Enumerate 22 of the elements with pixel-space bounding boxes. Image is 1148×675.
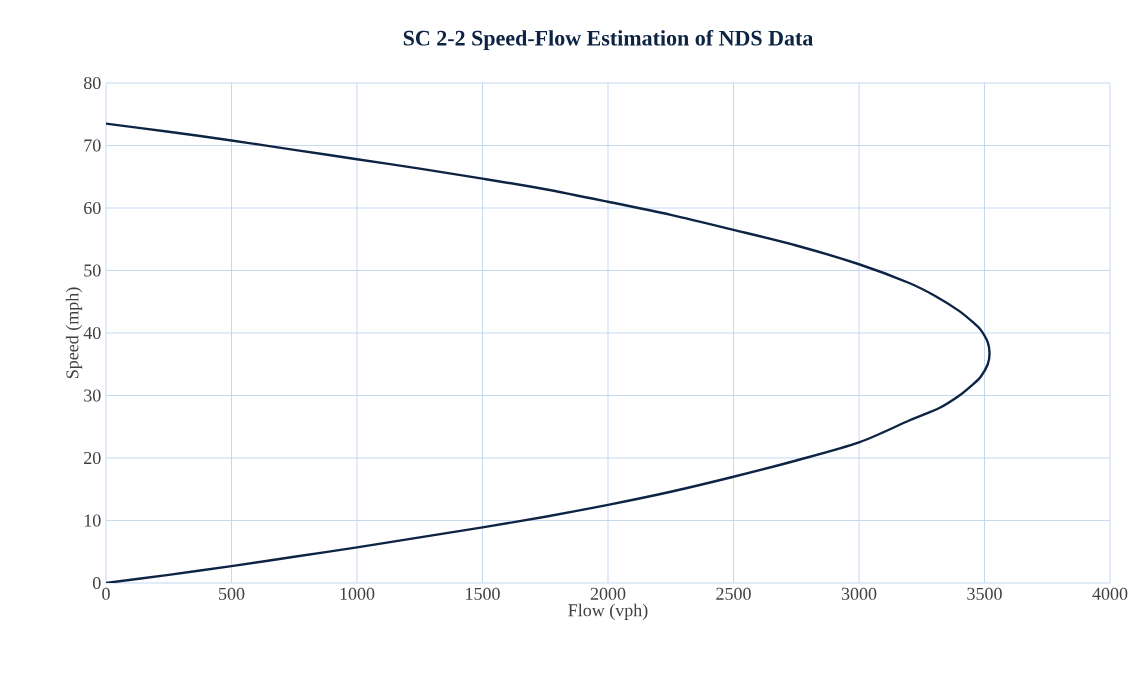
x-tick-label: 500 — [219, 587, 245, 600]
y-tick-label: 50 — [84, 264, 101, 277]
x-tick-label: 3000 — [841, 587, 877, 600]
x-tick-label: 3500 — [967, 587, 1002, 600]
y-tick-label: 0 — [92, 576, 101, 590]
y-tick-label: 10 — [84, 514, 101, 527]
x-tick-label: 2500 — [716, 587, 751, 600]
x-tick-label: 2000 — [590, 587, 626, 600]
line-series — [106, 122, 991, 583]
x-tick-label: 1000 — [340, 587, 375, 600]
y-tick-label: 40 — [83, 326, 101, 340]
x-tick-label: 0 — [102, 587, 110, 600]
x-tick-label: 4000 — [1092, 587, 1128, 600]
x-axis-title: Flow (vph) — [568, 603, 648, 620]
y-tick-label: 30 — [84, 389, 101, 402]
y-tick-label: 70 — [84, 139, 101, 152]
x-tick-label: 1500 — [466, 587, 500, 600]
y-tick-label: 20 — [84, 451, 101, 465]
chart-title: SC 2-2 Speed-Flow Estimation of NDS Data — [403, 29, 813, 51]
y-axis-title: Speed (mph) — [65, 287, 83, 379]
y-tick-label: 60 — [84, 201, 101, 215]
y-tick-label: 80 — [83, 76, 101, 90]
